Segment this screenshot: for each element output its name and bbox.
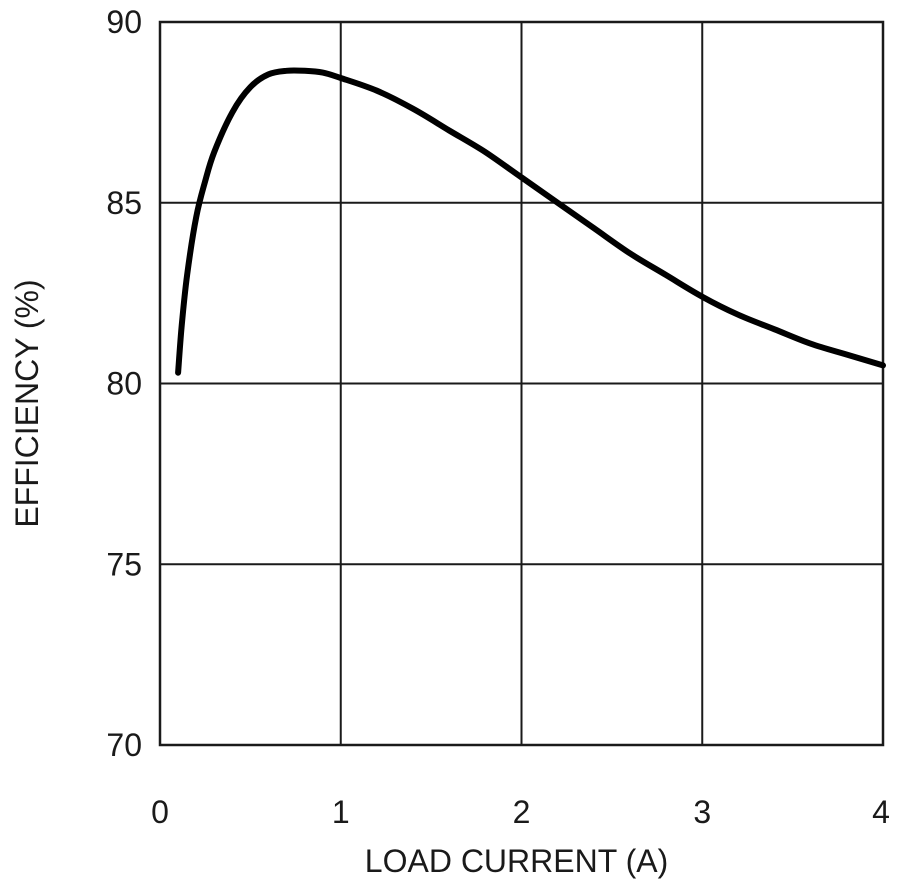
y-tick-labels: 70 75 80 85 90 — [106, 4, 142, 763]
y-tick-label: 70 — [106, 727, 142, 763]
y-tick-label: 75 — [106, 546, 142, 582]
y-tick-label: 85 — [106, 185, 142, 221]
x-tick-label: 3 — [693, 794, 711, 830]
x-axis-title: LOAD CURRENT (A) — [365, 843, 668, 879]
series-layer — [175, 67, 886, 376]
efficiency-curve — [175, 67, 886, 376]
x-tick-label: 2 — [513, 794, 531, 830]
x-tick-label: 1 — [332, 794, 350, 830]
x-tick-label: 0 — [151, 794, 169, 830]
y-tick-label: 90 — [106, 4, 142, 40]
y-tick-label: 80 — [106, 366, 142, 402]
grid — [160, 22, 883, 745]
plot-frame — [158, 20, 885, 747]
x-tick-labels: 0 1 2 3 4 — [151, 794, 890, 830]
y-axis-title: EFFICIENCY (%) — [9, 279, 45, 527]
x-tick-label: 4 — [872, 794, 890, 830]
